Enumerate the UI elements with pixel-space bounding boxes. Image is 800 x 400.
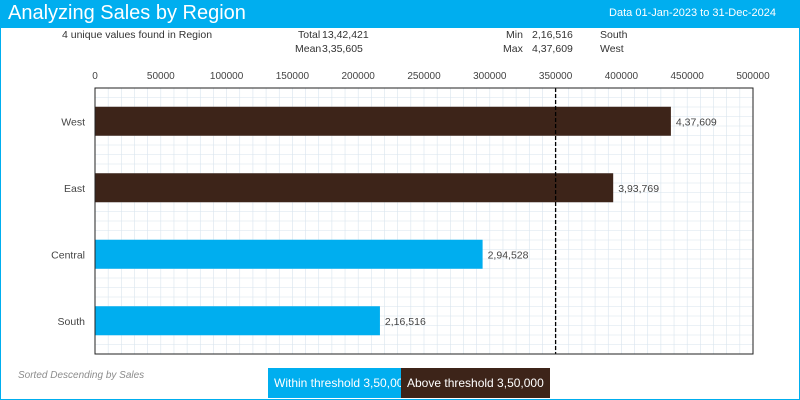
x-tick-label: 200000 <box>342 71 376 82</box>
mean-label: Mean <box>295 43 322 55</box>
sort-note: Sorted Descending by Sales <box>18 370 145 381</box>
legend-within-threshold: Within threshold 3,50,000 <box>268 368 417 398</box>
y-category-label: South <box>58 316 86 328</box>
x-tick-label: 500000 <box>736 71 770 82</box>
min-value: 2,16,516 <box>532 29 573 41</box>
bar-west <box>95 106 671 136</box>
bar-central <box>95 239 483 269</box>
bar-value-label: 2,94,528 <box>488 249 529 261</box>
x-tick-label: 250000 <box>407 71 441 82</box>
legend-above-threshold: Above threshold 3,50,000 <box>401 368 550 398</box>
max-label: Max <box>503 43 523 55</box>
x-tick-label: 300000 <box>473 71 507 82</box>
x-tick-label: 450000 <box>671 71 705 82</box>
plot-border <box>94 87 754 355</box>
y-category-label: West <box>61 116 85 128</box>
page-title: Analyzing Sales by Region <box>8 2 246 24</box>
max-region: West <box>600 43 624 55</box>
bar-value-label: 3,93,769 <box>618 183 659 195</box>
bar-value-label: 4,37,609 <box>676 116 717 128</box>
x-tick-label: 400000 <box>605 71 639 82</box>
x-tick-label: 0 <box>92 71 98 82</box>
header-bar: Analyzing Sales by Region Data 01-Jan-20… <box>0 0 800 28</box>
date-range: Data 01-Jan-2023 to 31-Dec-2024 <box>609 7 776 19</box>
unique-values-note: 4 unique values found in Region <box>62 29 213 41</box>
total-value: 13,42,421 <box>322 29 369 41</box>
total-label: Total <box>298 29 321 41</box>
mean-value: 3,35,605 <box>322 43 363 55</box>
y-category-label: East <box>64 183 85 195</box>
x-tick-label: 150000 <box>276 71 310 82</box>
y-category-label: Central <box>51 249 85 261</box>
bar-south <box>95 306 380 336</box>
x-tick-label: 350000 <box>539 71 573 82</box>
max-value: 4,37,609 <box>532 43 573 55</box>
bar-value-label: 2,16,516 <box>385 316 426 328</box>
bar-east <box>95 173 614 203</box>
min-region: South <box>600 29 628 41</box>
x-tick-label: 100000 <box>210 71 244 82</box>
min-label: Min <box>506 29 523 41</box>
x-tick-label: 50000 <box>147 71 175 82</box>
